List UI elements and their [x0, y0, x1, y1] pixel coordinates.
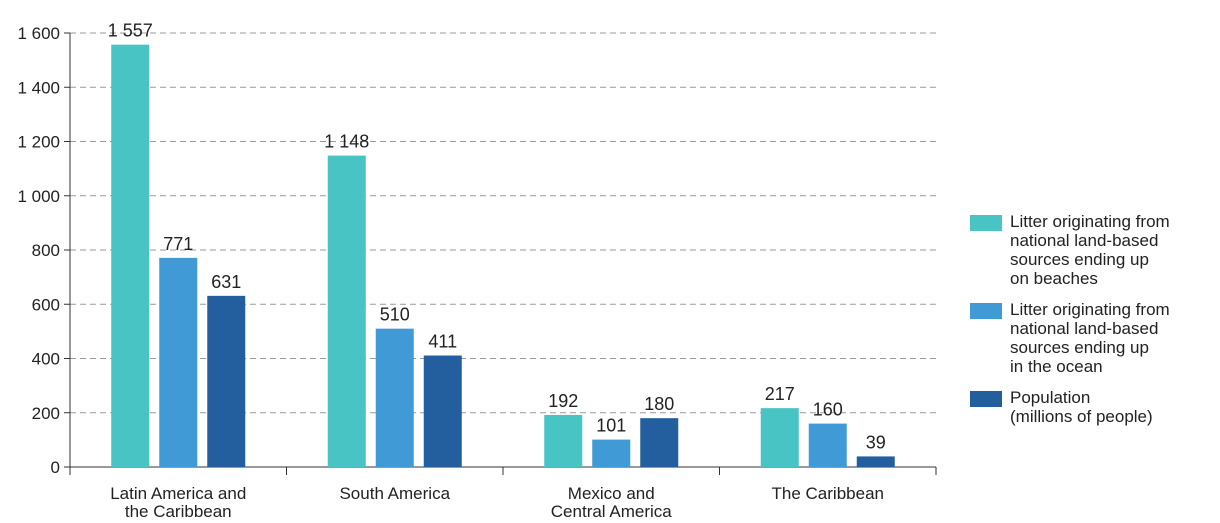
data-label: 217: [765, 384, 795, 404]
legend: Litter originating from national land-ba…: [970, 212, 1215, 438]
bar: [640, 418, 679, 467]
bar: [808, 423, 847, 467]
data-label: 631: [211, 272, 241, 292]
y-tick-label: 400: [32, 350, 60, 369]
y-tick-label: 1 000: [17, 187, 60, 206]
data-label: 771: [163, 234, 193, 254]
category-label-line: South America: [339, 484, 450, 503]
category-label: Latin America and the Caribbean: [110, 484, 246, 521]
bar: [111, 44, 150, 467]
bar: [856, 456, 895, 467]
y-tick-label: 1 400: [17, 78, 60, 97]
bar: [375, 328, 414, 467]
category-label-line: Latin America and: [110, 484, 246, 503]
legend-label: Litter originating from national land-ba…: [1010, 300, 1170, 376]
legend-swatch: [970, 391, 1002, 407]
data-label: 192: [548, 391, 578, 411]
y-tick-label: 0: [51, 458, 60, 477]
bar-chart-svg: 0 200 400 600 800 1 000 1 200 1 400 1 600 1 557 77…: [17, 21, 937, 521]
data-label: 510: [380, 305, 410, 325]
data-label: 39: [866, 432, 886, 452]
category-label-line: the Caribbean: [125, 502, 232, 521]
data-label: 160: [813, 400, 843, 420]
category-label: South America: [339, 484, 450, 503]
data-label: 411: [428, 332, 457, 352]
category-label-line: Central America: [551, 502, 672, 521]
y-tick-label: 200: [32, 404, 60, 423]
category-label: The Caribbean: [772, 484, 884, 503]
bar: [327, 155, 366, 468]
legend-swatch: [970, 215, 1002, 231]
y-tick-label: 600: [32, 295, 60, 314]
bar: [207, 295, 246, 467]
y-tick-label: 800: [32, 241, 60, 260]
category-label-line: The Caribbean: [772, 484, 884, 503]
legend-swatch: [970, 303, 1002, 319]
bar: [592, 439, 631, 467]
category-label-line: Mexico and: [568, 484, 655, 503]
data-label: 1 557: [108, 21, 153, 41]
chart: 0 200 400 600 800 1 000 1 200 1 400 1 600 1 557 77…: [17, 21, 937, 521]
data-label: 101: [596, 416, 626, 436]
legend-item: Litter originating from national land-ba…: [970, 300, 1215, 376]
legend-item: Litter originating from national land-ba…: [970, 212, 1215, 288]
y-tick-label: 1 600: [17, 24, 60, 43]
bar: [760, 408, 799, 467]
bar: [544, 414, 583, 467]
legend-label: Population (millions of people): [1010, 388, 1153, 426]
data-label: 180: [644, 394, 674, 414]
y-tick-label: 1 200: [17, 133, 60, 152]
legend-label: Litter originating from national land-ba…: [1010, 212, 1170, 288]
bar: [423, 355, 462, 467]
legend-item: Population (millions of people): [970, 388, 1215, 426]
category-label: Mexico and Central America: [551, 484, 672, 521]
bar: [159, 257, 198, 467]
data-label: 1 148: [324, 132, 369, 152]
